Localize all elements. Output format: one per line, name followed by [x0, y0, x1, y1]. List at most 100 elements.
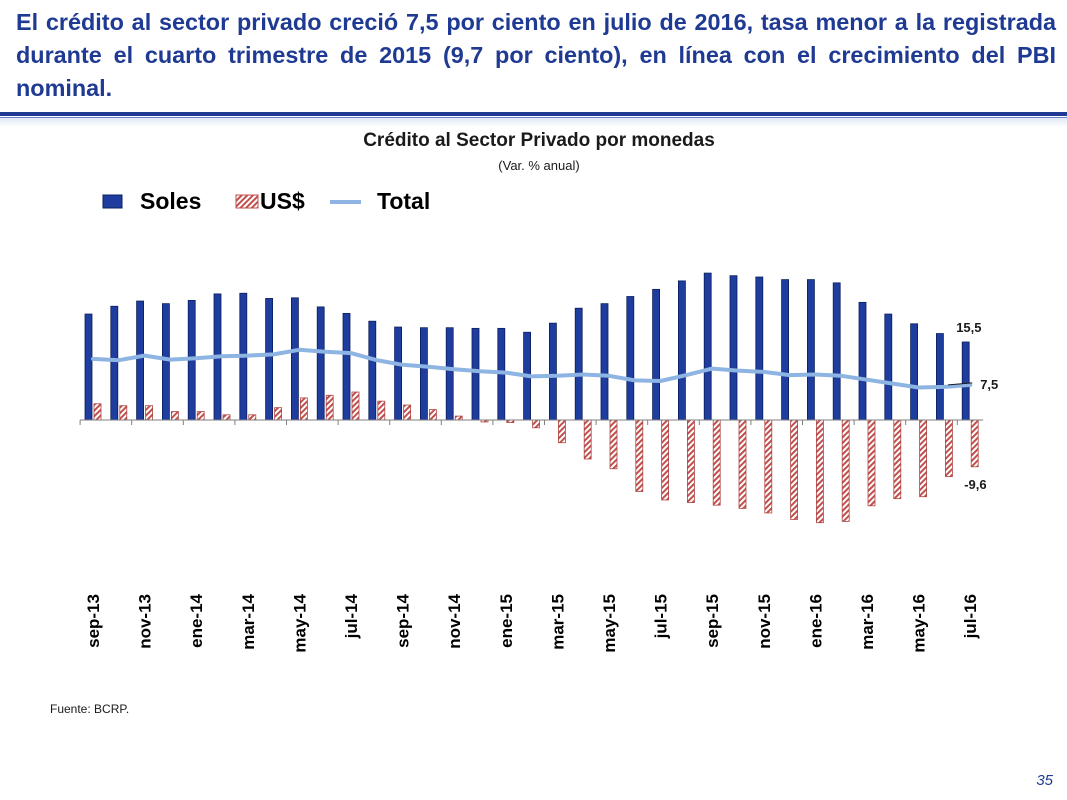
- bar-usd-jul-15: [661, 419, 669, 501]
- bar-soles-ago-14: [368, 320, 377, 421]
- chart-legend: Soles US$ Total: [102, 188, 430, 214]
- source-note: Fuente: BCRP.: [50, 702, 130, 716]
- x-tick-label-may-14: may-14: [290, 593, 309, 652]
- bar-usd-oct-14: [428, 409, 437, 421]
- bar-usd-nov-13: [145, 405, 154, 421]
- bar-soles-sep-13: [84, 313, 93, 421]
- bar-usd-abr-15: [583, 419, 592, 460]
- bar-usd-jun-15: [635, 419, 644, 492]
- bar-soles-jul-16: [961, 341, 970, 421]
- x-tick-label-mar-14: mar-14: [239, 593, 258, 649]
- bar-soles-jul-15: [652, 288, 660, 421]
- bar-usd-oct-15: [738, 419, 747, 509]
- bar-usd-jun-14: [325, 394, 334, 421]
- x-tick-label-nov-15: nov-15: [755, 594, 774, 649]
- data-labels: 15,5 7,5 -9,6: [948, 320, 998, 492]
- bar-usd-ene-14: [196, 411, 205, 421]
- slide-headline: El crédito al sector privado creció 7,5 …: [16, 9, 1056, 101]
- bar-soles-dic-13: [161, 303, 170, 421]
- bar-soles-sep-14: [394, 326, 403, 421]
- bar-usd-mar-14: [248, 414, 257, 421]
- legend-label-soles: Soles: [140, 188, 201, 214]
- soles-bars: [84, 272, 970, 421]
- bar-usd-oct-13: [119, 405, 128, 421]
- bar-soles-mar-16: [858, 301, 867, 421]
- chart-subtitle: (Var. % anual): [498, 158, 580, 173]
- bar-usd-feb-15: [532, 419, 540, 429]
- bar-soles-nov-13: [136, 300, 145, 421]
- bar-soles-dic-15: [781, 279, 789, 421]
- bar-soles-jun-14: [316, 306, 325, 421]
- bar-usd-nov-15: [764, 419, 773, 514]
- total-line-path: [91, 347, 973, 390]
- header-shadow: [0, 118, 1067, 127]
- x-tick-label-mar-16: mar-16: [858, 594, 877, 650]
- credit-chart: Soles US$ Total sep-13 nov-13 ene-14 mar-14 ma…: [79, 188, 998, 653]
- bar-soles-feb-16: [832, 282, 841, 421]
- bar-soles-oct-15: [729, 275, 738, 421]
- bar-soles-ago-15: [678, 280, 686, 421]
- bar-usd-mar-16: [867, 419, 876, 507]
- bar-usd-sep-13: [93, 403, 102, 421]
- bar-usd-abr-16: [893, 419, 902, 500]
- bar-usd-feb-16: [841, 419, 850, 522]
- legend-label-total: Total: [377, 188, 430, 214]
- bar-usd-abr-14: [274, 407, 283, 421]
- bar-usd-jul-14: [351, 391, 360, 421]
- x-tick-label-jul-16: jul-16: [961, 594, 980, 639]
- bar-usd-dic-15: [790, 419, 798, 520]
- bar-usd-feb-14: [222, 414, 231, 421]
- bar-usd-may-15: [609, 419, 618, 470]
- bar-soles-jun-16: [936, 333, 944, 421]
- data-label-soles: 15,5: [956, 320, 981, 335]
- bar-soles-abr-15: [574, 307, 583, 421]
- header-rule: [0, 112, 1067, 116]
- bar-soles-mar-15: [549, 322, 557, 421]
- total-line: [91, 347, 973, 390]
- x-tick-label-ene-16: ene-16: [806, 594, 825, 648]
- x-tick-label-nov-14: nov-14: [445, 593, 464, 648]
- header-rule-thin: [0, 117, 1067, 118]
- usd-bars: [93, 391, 979, 524]
- bar-soles-sep-15: [703, 272, 712, 421]
- x-tick-label-may-16: may-16: [910, 594, 929, 653]
- x-tick-label-nov-13: nov-13: [136, 594, 155, 649]
- legend-label-usd: US$: [260, 188, 305, 214]
- x-tick-label-mar-15: mar-15: [548, 594, 567, 650]
- bar-usd-sep-14: [403, 404, 412, 421]
- chart-title: Crédito al Sector Privado por monedas: [363, 130, 715, 151]
- legend-swatch-usd: [235, 194, 259, 209]
- bar-soles-may-14: [290, 297, 299, 421]
- bar-soles-may-15: [600, 303, 609, 421]
- bar-soles-jul-14: [342, 312, 351, 421]
- data-label-total: 7,5: [980, 377, 998, 392]
- x-tick-label-jul-14: jul-14: [342, 593, 361, 639]
- bar-usd-may-16: [919, 419, 927, 498]
- bar-usd-sep-15: [712, 419, 721, 506]
- bar-soles-oct-14: [419, 327, 428, 421]
- bar-soles-abr-16: [884, 313, 893, 421]
- bar-usd-ago-15: [687, 419, 695, 503]
- bar-usd-ene-16: [816, 419, 824, 524]
- bar-usd-nov-14: [454, 415, 463, 421]
- x-tick-label-jul-15: jul-15: [652, 594, 671, 639]
- data-label-us: -9,6: [964, 477, 986, 492]
- legend-swatch-soles: [102, 194, 123, 209]
- x-axis: [79, 419, 984, 425]
- bar-soles-ene-16: [807, 279, 815, 421]
- bar-usd-ago-14: [377, 400, 386, 421]
- x-tick-label-sep-14: sep-14: [394, 593, 413, 647]
- x-tick-label-ene-15: ene-15: [497, 594, 516, 648]
- bar-soles-nov-15: [755, 276, 764, 421]
- bar-soles-abr-14: [265, 298, 274, 421]
- x-tick-label-ene-14: ene-14: [187, 593, 206, 647]
- bar-usd-jul-16: [970, 419, 979, 468]
- bar-soles-oct-13: [110, 305, 119, 421]
- bar-usd-jun-16: [945, 419, 953, 477]
- bar-usd-dic-13: [170, 411, 179, 421]
- bar-soles-dic-14: [471, 327, 480, 421]
- x-tick-label-sep-15: sep-15: [703, 594, 722, 648]
- label-leader: [948, 382, 973, 386]
- bar-soles-nov-14: [445, 327, 454, 421]
- bar-soles-may-16: [910, 323, 918, 421]
